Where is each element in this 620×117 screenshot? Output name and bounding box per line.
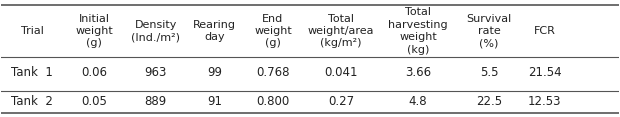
Text: Tank  1: Tank 1 bbox=[11, 66, 53, 79]
Text: Density
(Ind./m²): Density (Ind./m²) bbox=[131, 20, 180, 42]
Text: Trial: Trial bbox=[21, 26, 43, 36]
Text: 0.06: 0.06 bbox=[81, 66, 107, 79]
Text: Total
weight/area
(kg/m²): Total weight/area (kg/m²) bbox=[308, 14, 374, 48]
Text: 889: 889 bbox=[144, 95, 167, 108]
Text: 99: 99 bbox=[207, 66, 222, 79]
Text: 0.768: 0.768 bbox=[256, 66, 290, 79]
Text: Rearing
day: Rearing day bbox=[193, 20, 236, 42]
Text: End
weight
(g): End weight (g) bbox=[254, 14, 292, 48]
Text: 12.53: 12.53 bbox=[528, 95, 561, 108]
Text: Total
harvesting
weight
(kg): Total harvesting weight (kg) bbox=[388, 7, 448, 55]
Text: 0.041: 0.041 bbox=[324, 66, 358, 79]
Text: 0.05: 0.05 bbox=[81, 95, 107, 108]
Text: 21.54: 21.54 bbox=[528, 66, 561, 79]
Text: Survival
rate
(%): Survival rate (%) bbox=[466, 14, 512, 48]
Text: FCR: FCR bbox=[534, 26, 556, 36]
Text: 0.27: 0.27 bbox=[328, 95, 354, 108]
Text: 22.5: 22.5 bbox=[476, 95, 502, 108]
Text: 3.66: 3.66 bbox=[405, 66, 431, 79]
Text: 91: 91 bbox=[207, 95, 222, 108]
Text: 0.800: 0.800 bbox=[256, 95, 290, 108]
Text: 963: 963 bbox=[144, 66, 167, 79]
Text: Initial
weight
(g): Initial weight (g) bbox=[75, 14, 113, 48]
Text: 4.8: 4.8 bbox=[409, 95, 427, 108]
Text: 5.5: 5.5 bbox=[480, 66, 498, 79]
Text: Tank  2: Tank 2 bbox=[11, 95, 53, 108]
